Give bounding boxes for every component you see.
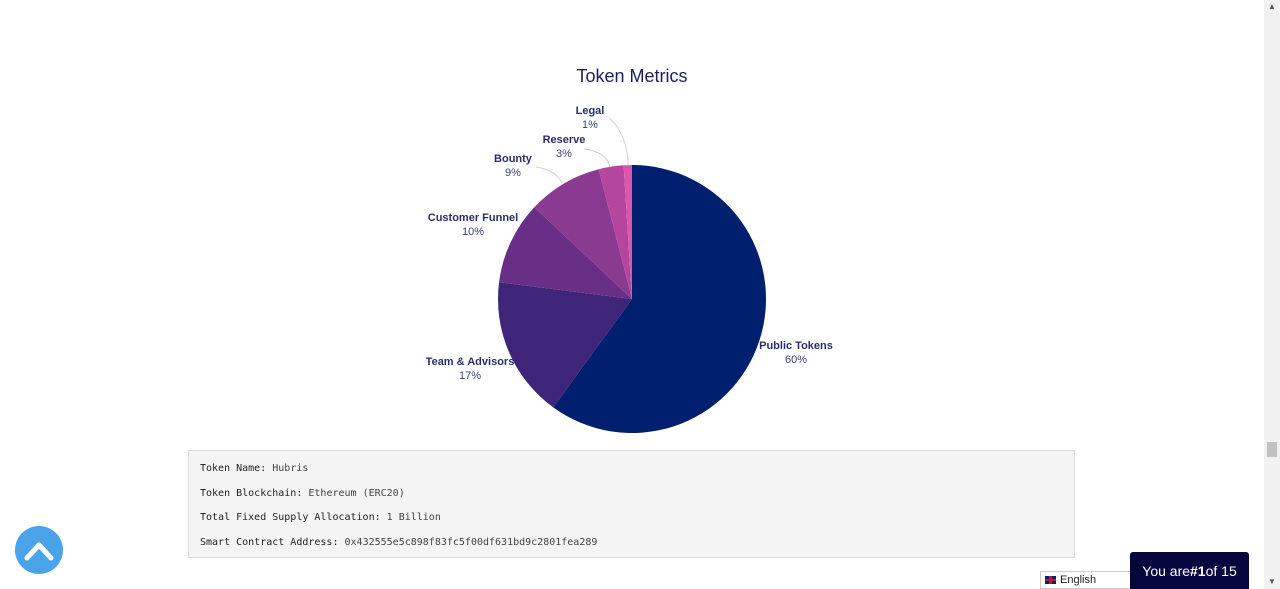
pie-slice-public-tokens[interactable] — [553, 165, 766, 433]
triangle-up-icon[interactable]: ▲ — [1268, 2, 1276, 11]
contract-address-key: Smart Contract Address: — [200, 536, 339, 548]
uk-flag-icon — [1045, 576, 1056, 584]
contract-address-row: Smart Contract Address: 0x432555e5c898f8… — [200, 537, 1074, 562]
chevron-up-icon — [24, 542, 54, 561]
token-blockchain-row: Token Blockchain: Ethereum (ERC20) — [200, 488, 1074, 513]
pie-label-name: Public Tokens — [759, 340, 833, 352]
token-supply-value: 1 Billion — [386, 512, 441, 523]
token-blockchain-key: Token Blockchain: — [200, 487, 303, 499]
pie-label-percent: 3% — [556, 148, 572, 160]
rank-badge[interactable]: You are #1 of 15 — [1130, 552, 1249, 589]
token-info-box: Token Name: Hubris Token Blockchain: Eth… — [188, 450, 1075, 558]
language-selected-label: English — [1060, 574, 1097, 586]
token-blockchain-value: Ethereum (ERC20) — [308, 487, 405, 499]
pie-connector-line — [583, 148, 611, 168]
rank-number: #1 — [1190, 562, 1206, 579]
pie-connector-line — [608, 117, 629, 166]
pie-connector-line — [535, 166, 563, 184]
pie-label-percent: 10% — [462, 226, 484, 238]
token-name-key: Token Name: — [200, 463, 267, 474]
token-metrics-pie-chart: Public Tokens 60% Team & Advisors 17% Custom… — [426, 105, 833, 433]
pie-label-name: Bounty — [494, 153, 533, 165]
scrollbar-thumb[interactable] — [1267, 442, 1277, 457]
token-name-row: Token Name: Hubris — [200, 463, 1074, 488]
pie-slice-bounty[interactable] — [534, 169, 632, 299]
vertical-scrollbar[interactable]: ▲ ▼ — [1264, 0, 1280, 589]
pie-label-name: Legal — [576, 105, 605, 117]
token-supply-row: Total Fixed Supply Allocation: 1 Billion — [200, 512, 1074, 537]
pie-label-name: Team & Advisors — [426, 356, 515, 368]
rank-suffix: of 15 — [1205, 562, 1237, 579]
pie-label-name: Customer Funnel — [428, 212, 518, 224]
triangle-down-icon[interactable]: ▼ — [1268, 577, 1276, 586]
pie-slice-team-advisors[interactable] — [498, 282, 632, 408]
pie-slice-customer-funnel[interactable] — [499, 207, 632, 299]
language-select[interactable]: English — [1040, 571, 1136, 589]
pie-slice-reserve[interactable] — [598, 165, 632, 299]
contract-address-value[interactable]: 0x432555e5c898f83fc5f00df631bd9c2801fea2… — [344, 536, 598, 548]
chart-title: Token Metrics — [576, 66, 688, 86]
pie-label-percent: 60% — [785, 354, 807, 366]
token-name-value: Hubris — [272, 463, 309, 474]
token-supply-key: Total Fixed Supply Allocation: — [200, 512, 381, 523]
pie-label-percent: 9% — [505, 167, 521, 179]
pie-slice-legal[interactable] — [623, 165, 632, 299]
back-to-top-button[interactable] — [15, 526, 63, 574]
rank-prefix: You are — [1142, 562, 1191, 579]
pie-label-name: Reserve — [543, 134, 586, 146]
pie-label-percent: 1% — [582, 119, 598, 131]
pie-label-percent: 17% — [459, 370, 481, 382]
